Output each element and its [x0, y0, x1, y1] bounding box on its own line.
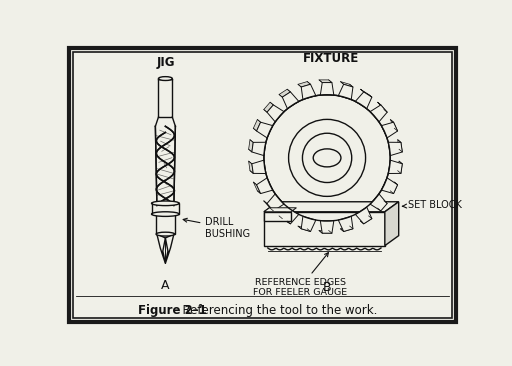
Polygon shape [253, 182, 261, 194]
Polygon shape [301, 216, 316, 232]
Polygon shape [319, 80, 332, 83]
Polygon shape [155, 126, 176, 206]
Ellipse shape [152, 212, 179, 216]
Polygon shape [298, 82, 310, 87]
Polygon shape [319, 231, 332, 233]
Polygon shape [390, 119, 398, 131]
Polygon shape [257, 178, 273, 194]
Polygon shape [252, 142, 266, 156]
Polygon shape [398, 161, 402, 173]
Polygon shape [264, 201, 273, 211]
Polygon shape [338, 216, 353, 232]
Polygon shape [385, 202, 399, 246]
Polygon shape [267, 105, 284, 122]
Ellipse shape [156, 232, 175, 236]
Polygon shape [398, 140, 402, 152]
Text: REFERENCE EDGES
FOR FEELER GAUGE: REFERENCE EDGES FOR FEELER GAUGE [253, 253, 347, 298]
Polygon shape [377, 201, 387, 211]
Text: FIXTURE: FIXTURE [303, 52, 359, 65]
Polygon shape [279, 89, 290, 97]
Polygon shape [279, 216, 290, 224]
Polygon shape [338, 84, 353, 100]
Polygon shape [282, 92, 299, 109]
Polygon shape [360, 216, 372, 224]
Polygon shape [264, 202, 399, 212]
Polygon shape [157, 234, 165, 264]
Text: DRILL
BUSHING: DRILL BUSHING [183, 217, 250, 239]
Polygon shape [360, 89, 372, 97]
Polygon shape [355, 92, 372, 109]
Polygon shape [165, 234, 174, 264]
Polygon shape [253, 119, 261, 131]
Ellipse shape [158, 76, 173, 81]
Text: B: B [323, 281, 331, 294]
Text: JIG: JIG [156, 56, 175, 68]
Polygon shape [249, 161, 253, 173]
Polygon shape [264, 102, 273, 112]
Polygon shape [249, 140, 253, 152]
Polygon shape [298, 226, 310, 232]
Polygon shape [321, 83, 334, 95]
Polygon shape [390, 182, 398, 194]
Polygon shape [377, 102, 387, 112]
Circle shape [264, 95, 390, 221]
Polygon shape [388, 142, 402, 156]
Bar [152, 203, 179, 214]
Polygon shape [257, 122, 273, 138]
Text: A: A [161, 279, 169, 292]
Polygon shape [370, 194, 387, 211]
Polygon shape [264, 212, 291, 221]
Polygon shape [340, 226, 353, 232]
Circle shape [289, 119, 366, 197]
Polygon shape [264, 208, 296, 212]
Polygon shape [282, 207, 299, 224]
Ellipse shape [152, 201, 179, 206]
Ellipse shape [313, 149, 341, 167]
Circle shape [303, 133, 352, 183]
Polygon shape [388, 160, 402, 173]
Text: Referencing the tool to the work.: Referencing the tool to the work. [175, 304, 377, 317]
Bar [158, 79, 173, 117]
Text: SET BLOCK: SET BLOCK [402, 200, 462, 210]
Polygon shape [252, 160, 266, 173]
Polygon shape [340, 82, 353, 87]
Polygon shape [267, 194, 284, 211]
Polygon shape [355, 207, 372, 224]
Polygon shape [370, 105, 387, 122]
Polygon shape [321, 221, 334, 233]
Polygon shape [301, 84, 316, 100]
Bar [156, 214, 175, 234]
Polygon shape [381, 122, 398, 138]
Text: Figure 2–1: Figure 2–1 [138, 304, 207, 317]
Bar [264, 212, 385, 246]
Polygon shape [381, 178, 398, 194]
